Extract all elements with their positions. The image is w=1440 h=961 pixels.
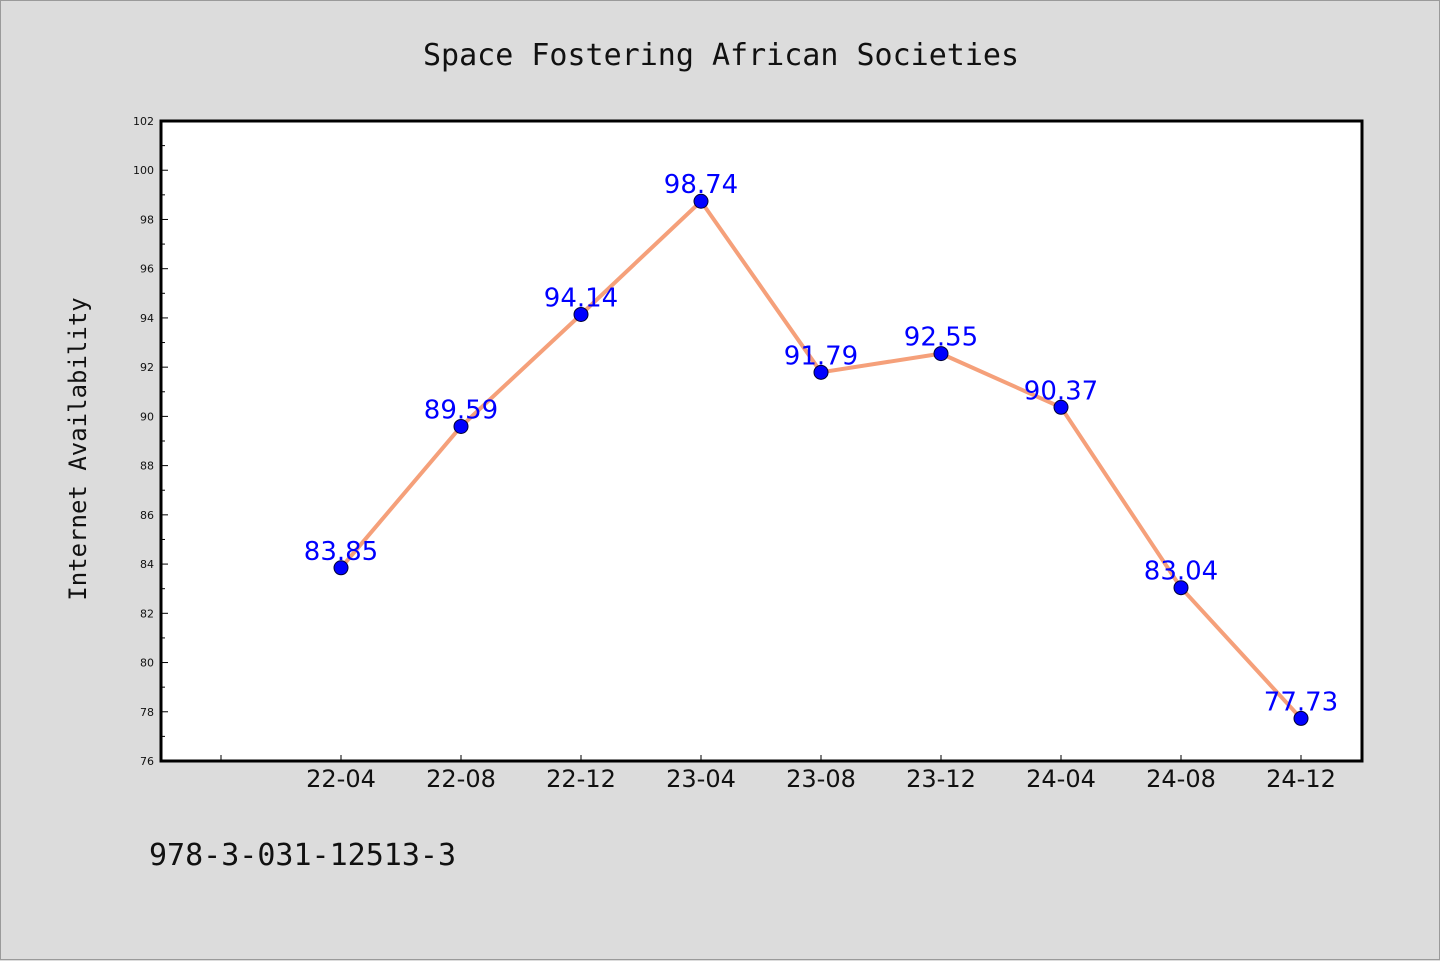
data-point-label: 92.55 — [904, 323, 978, 353]
y-tick-label: 96 — [140, 263, 154, 276]
data-point-label: 77.73 — [1264, 687, 1338, 717]
y-tick-label: 98 — [140, 213, 154, 226]
plot-area — [161, 121, 1362, 761]
series-markers — [333, 193, 1309, 726]
y-tick-label: 82 — [140, 607, 154, 620]
data-point-marker — [333, 560, 349, 576]
x-tick-label: 23-08 — [786, 765, 856, 793]
x-tick-label: 22-08 — [426, 765, 496, 793]
y-axis: 76 78 80 82 84 86 88 90 92 94 96 98 100 102 — [133, 115, 168, 768]
y-tick-label: 86 — [140, 509, 154, 522]
x-tick-label: 24-04 — [1026, 765, 1096, 793]
plot-frame — [159, 119, 1364, 763]
chart-title: Space Fostering African Societies — [423, 38, 1019, 73]
x-tick-label: 22-12 — [546, 765, 616, 793]
y-tick-label: 100 — [133, 164, 154, 177]
y-tick-label: 94 — [140, 312, 154, 325]
y-tick-label: 76 — [140, 755, 154, 768]
y-tick-label: 80 — [140, 657, 154, 670]
y-tick-label: 88 — [140, 460, 154, 473]
data-point-label: 94.14 — [544, 283, 618, 313]
data-point-label: 90.37 — [1024, 376, 1098, 406]
x-axis: 22-04 22-08 22-12 23-04 23-08 23-12 24-04 24-08… — [220, 755, 1336, 793]
data-point-marker — [813, 364, 829, 380]
x-tick-label: 24-12 — [1266, 765, 1336, 793]
data-point-label: 83.04 — [1144, 557, 1218, 587]
data-point-marker — [1293, 710, 1309, 726]
x-tick-label: 23-04 — [666, 765, 736, 793]
data-point-label: 98.74 — [664, 170, 738, 200]
data-point-marker — [1173, 580, 1189, 596]
data-point-marker — [693, 193, 709, 209]
data-labels: 83.85 89.59 94.14 98.74 91.79 92.55 90.37 83.04… — [304, 170, 1338, 717]
data-point-label: 91.79 — [784, 341, 858, 371]
data-point-marker — [933, 346, 949, 362]
data-point-label: 89.59 — [424, 395, 498, 425]
data-point-label: 83.85 — [304, 537, 378, 567]
isbn-footnote: 978-3-031-12513-3 — [149, 838, 456, 873]
x-tick-label: 23-12 — [906, 765, 976, 793]
data-point-marker — [573, 306, 589, 322]
x-tick-label: 24-08 — [1146, 765, 1216, 793]
data-point-marker — [1053, 399, 1069, 415]
y-tick-label: 92 — [140, 361, 154, 374]
y-axis-label: Internet Availability — [64, 297, 92, 600]
y-tick-label: 78 — [140, 706, 154, 719]
y-tick-label: 102 — [133, 115, 154, 128]
x-tick-label: 22-04 — [306, 765, 376, 793]
data-point-marker — [453, 418, 469, 434]
y-tick-label: 84 — [140, 558, 154, 571]
y-tick-label: 90 — [140, 410, 154, 423]
